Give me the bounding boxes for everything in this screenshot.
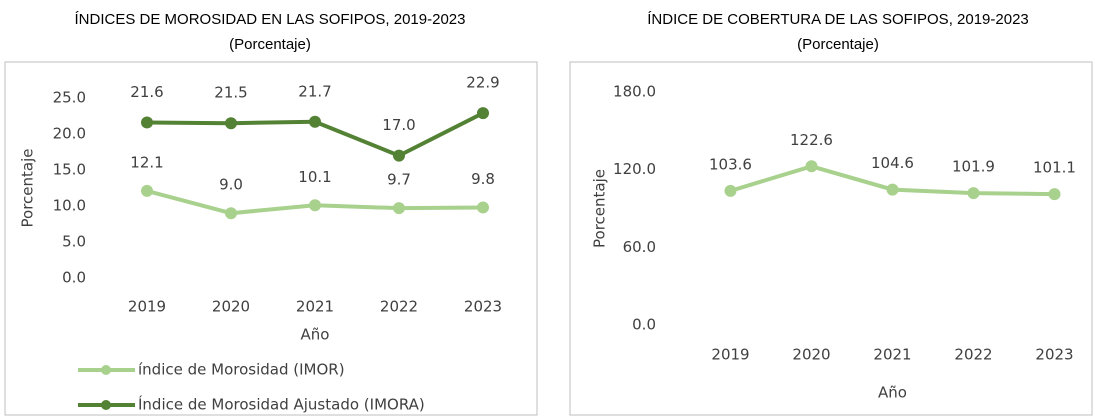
data-point [393,149,405,162]
data-point [967,187,980,200]
y-axis-label: Porcentaje [19,149,37,228]
data-label: 9.8 [471,170,495,188]
y-tick-label: 15.0 [53,161,86,179]
legend-swatch [101,400,111,410]
data-label: 21.7 [298,82,331,100]
data-point [393,202,405,215]
x-tick-label: 2022 [954,346,992,364]
data-label: 101.9 [952,158,995,176]
data-point [309,199,321,212]
y-tick-label: 25.0 [53,89,86,107]
y-tick-label: 20.0 [53,125,86,143]
x-tick-label: 2023 [1035,346,1073,364]
data-point [225,117,237,130]
data-label: 17.0 [382,116,415,134]
y-tick-label: 60.0 [623,238,656,256]
y-axis-label: Porcentaje [591,169,609,248]
x-tick-label: 2020 [212,298,250,316]
data-label: 101.1 [1033,159,1076,177]
data-point [309,115,321,128]
data-label: 22.9 [466,74,499,92]
data-label: 103.6 [709,155,752,173]
y-tick-label: 120.0 [613,160,656,178]
data-point [141,184,153,197]
y-tick-label: 5.0 [62,233,86,251]
data-label: 122.6 [790,131,833,149]
legend-label: Índice de Morosidad Ajustado (IMORA) [138,395,425,414]
data-point [724,184,737,197]
chart-frame [4,61,538,416]
y-tick-label: 0.0 [632,316,656,334]
x-tick-label: 2021 [296,298,334,316]
legend-label: índice de Morosidad (IMOR) [138,361,345,379]
data-point [805,160,818,173]
data-label: 21.5 [214,84,247,102]
data-label: 12.1 [130,153,163,171]
x-axis-label: Año [301,326,330,344]
data-label: 21.6 [130,83,163,101]
data-point [477,107,489,120]
x-tick-label: 2021 [873,346,911,364]
chart-subtitle: (Porcentaje) [797,36,879,53]
x-tick-label: 2023 [464,298,502,316]
data-point [1048,188,1061,201]
data-point [886,183,899,196]
x-axis-label: Año [878,384,907,402]
data-point [225,207,237,220]
y-tick-label: 0.0 [62,269,86,287]
y-tick-label: 10.0 [53,197,86,215]
data-point [477,201,489,214]
data-label: 104.6 [871,154,914,172]
y-tick-label: 180.0 [613,83,656,101]
x-tick-label: 2019 [711,346,749,364]
x-tick-label: 2019 [128,298,166,316]
data-label: 9.7 [387,171,411,189]
x-tick-label: 2022 [380,298,418,316]
x-tick-label: 2020 [792,346,830,364]
data-label: 10.1 [298,168,331,186]
data-label: 9.0 [219,176,243,194]
legend-swatch [101,365,111,375]
chart-title: ÍNDICE DE COBERTURA DE LAS SOFIPOS, 2019… [647,11,1029,28]
chart-frame [569,61,1093,416]
data-point [141,116,153,129]
chart-title: ÍNDICES DE MOROSIDAD EN LAS SOFIPOS, 201… [75,11,466,28]
chart-subtitle: (Porcentaje) [229,36,311,53]
